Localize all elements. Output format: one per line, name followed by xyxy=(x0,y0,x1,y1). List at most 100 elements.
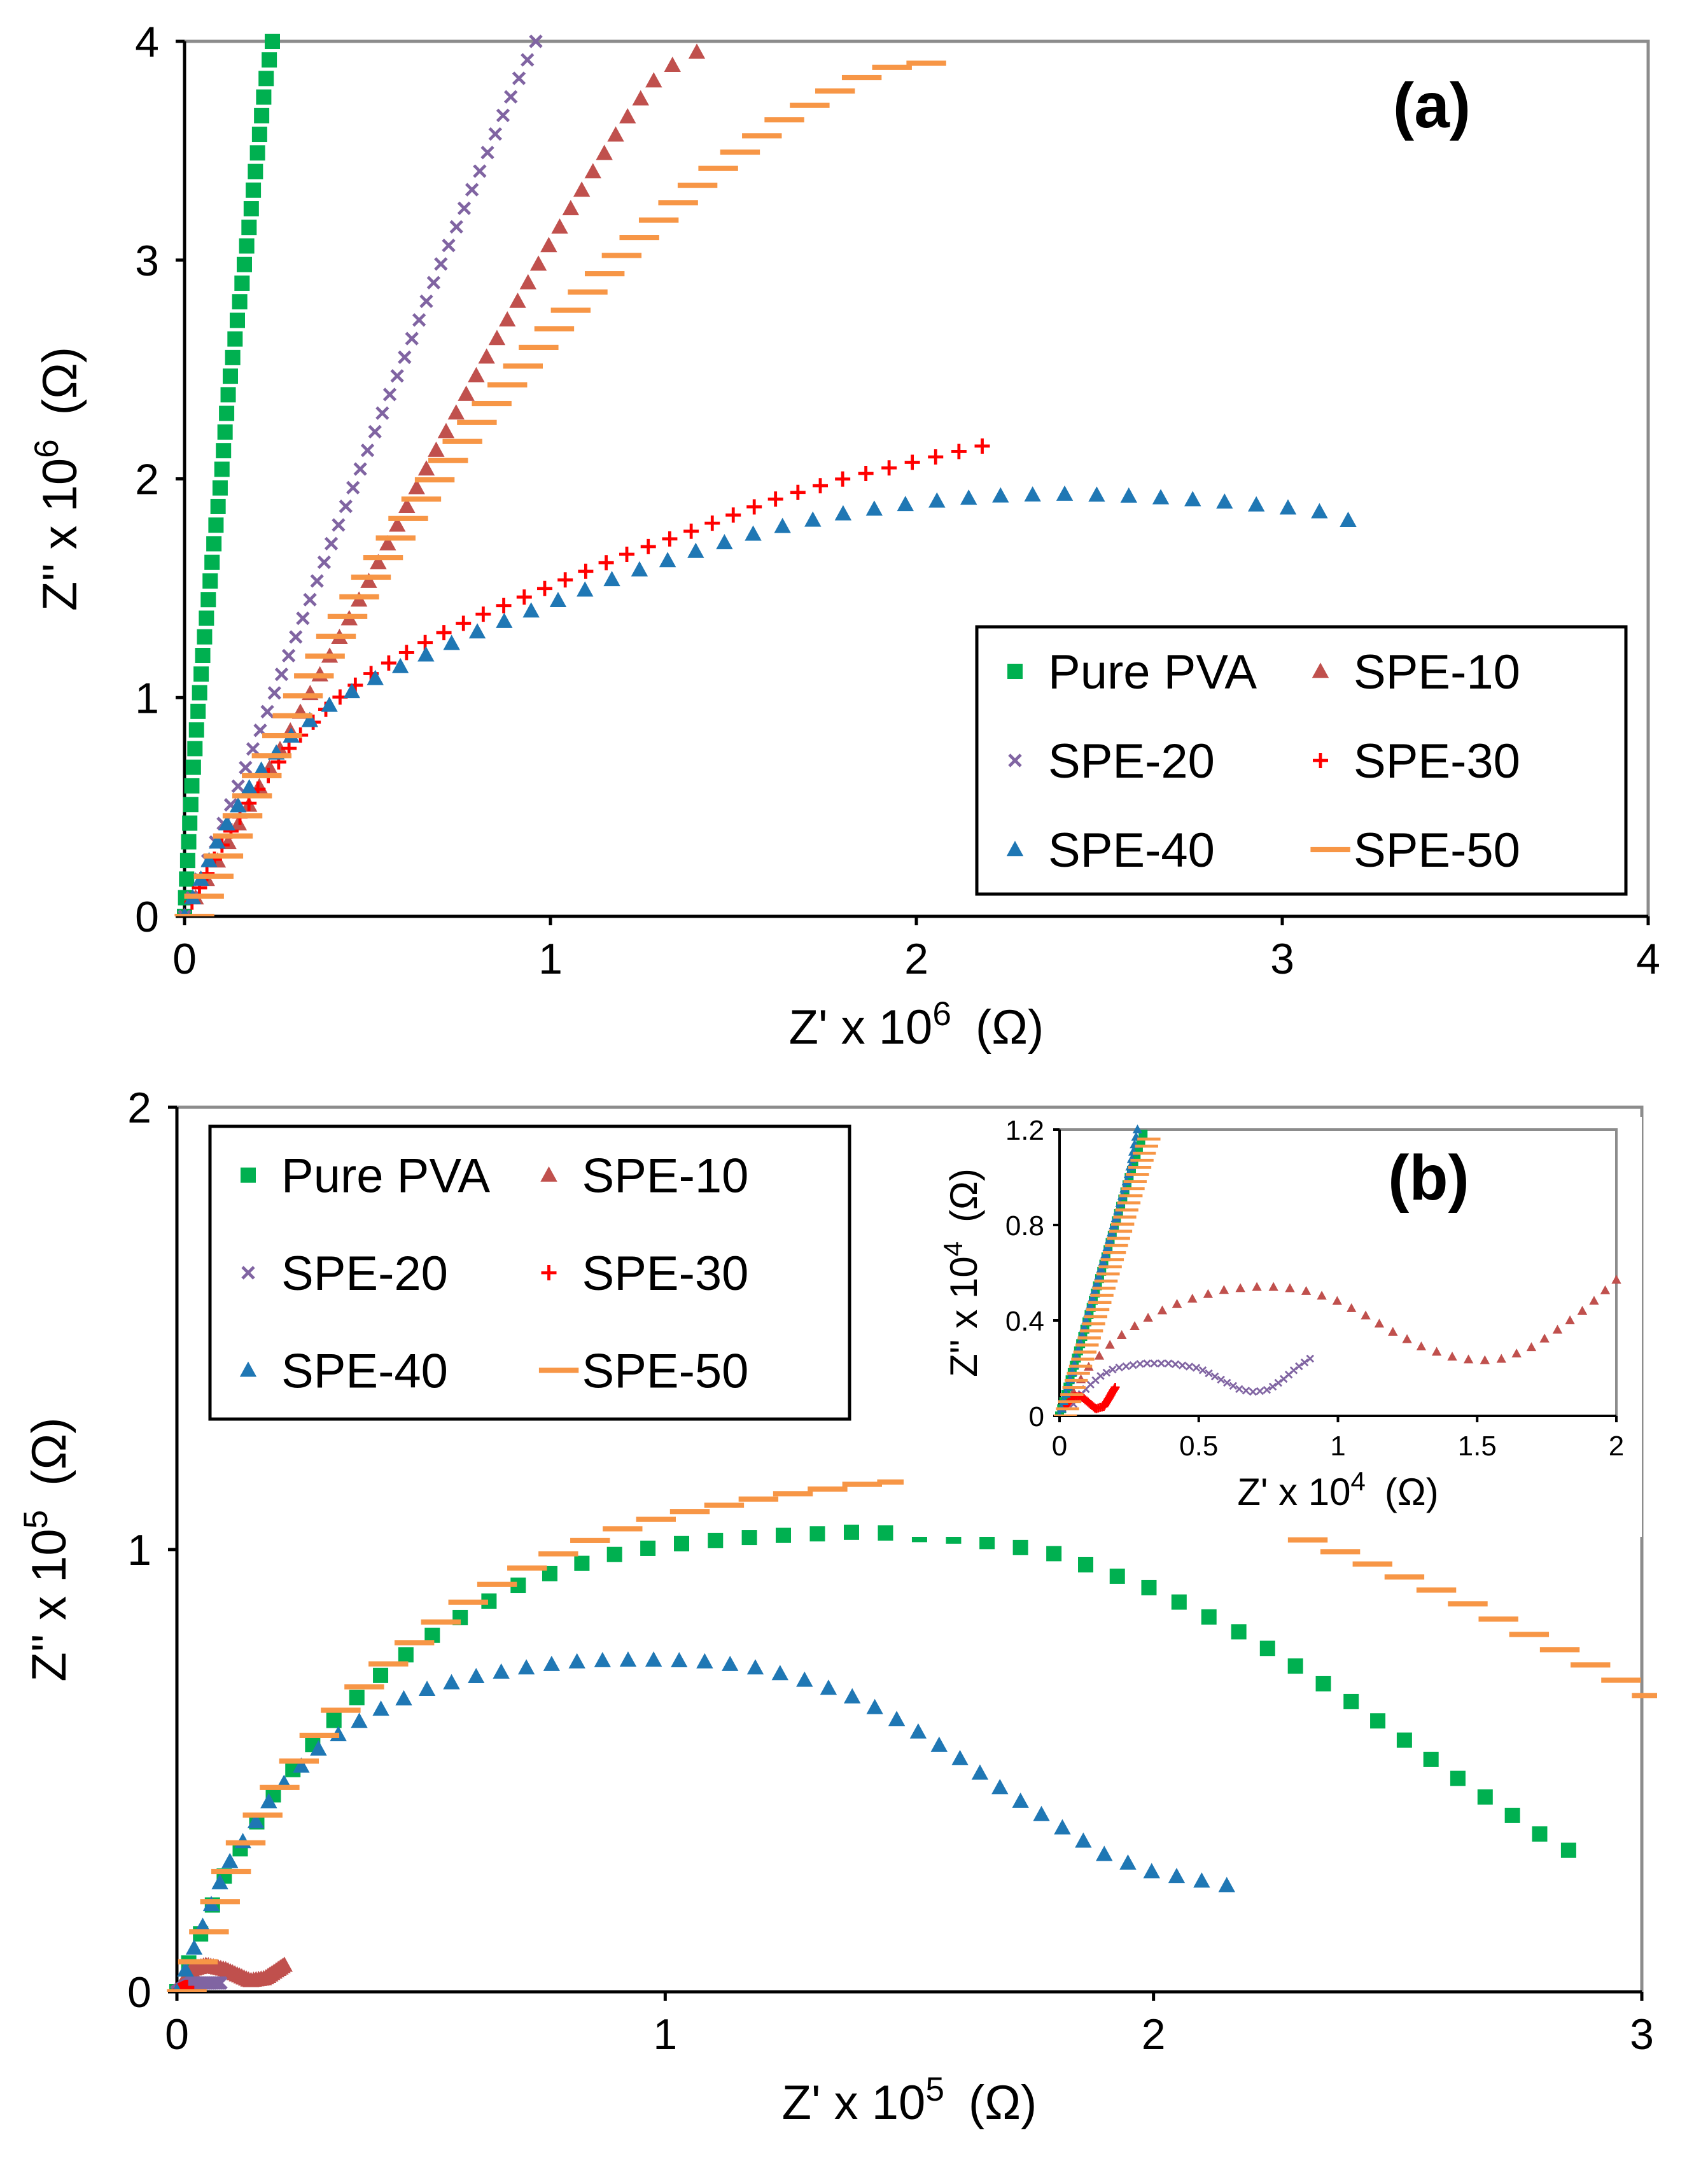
panel-a-point-spe-20 xyxy=(267,686,281,700)
inset-point-spe-20 xyxy=(1300,1358,1309,1367)
inset-point-spe-10 xyxy=(1157,1305,1168,1315)
panel-a-point-spe-10 xyxy=(645,72,662,88)
panel-a-y-tick-label: 3 xyxy=(135,237,159,285)
inset-point-spe-40 xyxy=(1098,1257,1109,1266)
panel-a-point-pure-pva xyxy=(219,405,235,421)
panel-a-y-tick-label: 4 xyxy=(135,18,159,66)
panel-a-x-tick-label: 0 xyxy=(172,935,197,983)
panel-a-legend-marker-spe-30 xyxy=(1313,753,1328,768)
inset-point-spe-50 xyxy=(1121,1187,1145,1191)
panel-b-x-tick-label: 3 xyxy=(1630,2010,1654,2059)
panel-b-point-pure-pva xyxy=(1504,1807,1520,1823)
panel-a-point-spe-50 xyxy=(906,60,946,66)
inset-point-spe-50 xyxy=(1115,1208,1138,1212)
panel-a-point-spe-10 xyxy=(398,498,416,514)
panel-a-series-spe-50 xyxy=(174,60,946,916)
panel-a-point-spe-30 xyxy=(974,438,990,454)
panel-b-point-spe-10 xyxy=(276,1956,293,1972)
panel-b-legend xyxy=(208,1124,851,1421)
panel-b-point-spe-40 xyxy=(1143,1863,1160,1879)
panel-a-point-spe-20 xyxy=(324,536,339,550)
panel-a-point-pure-pva xyxy=(225,349,241,365)
panel-a-point-pure-pva xyxy=(243,201,259,217)
panel-b-point-spe-40 xyxy=(372,1700,389,1716)
inset-point-spe-50 xyxy=(1107,1236,1130,1240)
panel-b-point-spe-40 xyxy=(418,1681,436,1697)
panel-b-point-spe-40 xyxy=(1119,1854,1137,1870)
panel-a-point-spe-20 xyxy=(473,164,487,178)
panel-a-point-spe-50 xyxy=(339,594,379,599)
panel-a-point-spe-50 xyxy=(388,515,428,521)
panel-a-point-spe-20 xyxy=(231,779,245,794)
inset-point-spe-20 xyxy=(1192,1364,1201,1372)
panel-b-point-spe-20 xyxy=(214,1976,228,1990)
panel-b-legend-label-spe-40: SPE-40 xyxy=(281,1344,448,1398)
inset-x-axis-title: Z' x 104 (Ω) xyxy=(1237,1466,1438,1514)
inset-y-tick-label: 0.8 xyxy=(1005,1210,1044,1242)
panel-a-point-spe-10 xyxy=(417,460,435,476)
inset-point-spe-10 xyxy=(1187,1293,1198,1303)
panel-b-point-spe-40 xyxy=(645,1651,662,1667)
panel-b-point-pure-pva xyxy=(843,1524,859,1540)
panel-a-point-spe-50 xyxy=(487,382,528,388)
panel-a-point-spe-10 xyxy=(619,108,636,123)
panel-a-point-spe-50 xyxy=(568,289,608,295)
inset-y-tick-label: 1.2 xyxy=(1005,1115,1044,1146)
inset-point-spe-20 xyxy=(1143,1359,1151,1368)
panel-b-point-spe-50 xyxy=(1509,1632,1550,1637)
panel-a-legend xyxy=(975,625,1628,896)
inset-point-spe-40 xyxy=(1083,1308,1093,1317)
panel-b-point-spe-50 xyxy=(1384,1574,1425,1580)
panel-a-point-spe-20 xyxy=(296,611,310,626)
panel-a-point-spe-50 xyxy=(601,253,642,258)
inset-point-spe-50 xyxy=(1065,1378,1088,1382)
panel-a-point-spe-40 xyxy=(1216,493,1233,509)
panel-b-point-spe-50 xyxy=(211,1868,251,1875)
panel-a-point-spe-50 xyxy=(764,117,804,123)
panel-b-point-spe-50 xyxy=(167,1989,207,1992)
panel-b-point-spe-40 xyxy=(260,1793,277,1809)
panel-a-point-spe-30 xyxy=(683,523,699,539)
panel-a-point-spe-50 xyxy=(222,813,263,819)
inset-point-spe-50 xyxy=(1113,1215,1137,1219)
panel-a-point-spe-30 xyxy=(662,531,678,547)
panel-a-point-pure-pva xyxy=(182,815,198,831)
panel-a-point-spe-10 xyxy=(596,144,613,160)
inset-point-spe-20 xyxy=(1185,1362,1194,1371)
panel-a-y-tick-label: 1 xyxy=(135,674,159,722)
panel-b-y-axis-title: Z'' x 105(Ω) xyxy=(17,1417,77,1681)
panel-a-point-spe-40 xyxy=(1056,485,1074,501)
panel-a-x-tick-label: 3 xyxy=(1270,935,1294,983)
panel-a-point-pure-pva xyxy=(232,294,248,310)
panel-a-point-spe-20 xyxy=(368,424,382,439)
inset-point-spe-50 xyxy=(1109,1229,1133,1233)
panel-a-point-spe-20 xyxy=(239,760,253,774)
inset-point-spe-10 xyxy=(1480,1355,1490,1364)
inset-point-spe-40 xyxy=(1096,1264,1106,1273)
panel-b-point-spe-50 xyxy=(1632,1693,1657,1698)
inset-point-spe-50 xyxy=(1090,1294,1114,1297)
inset-point-spe-20 xyxy=(1242,1387,1250,1395)
panel-a-point-spe-40 xyxy=(577,581,594,597)
panel-a-point-spe-50 xyxy=(213,833,253,839)
panel-a-legend-marker-pure-pva xyxy=(1007,664,1023,679)
panel-a-point-spe-50 xyxy=(790,102,830,108)
panel-b-point-spe-40 xyxy=(443,1674,460,1690)
inset-point-spe-20 xyxy=(1157,1359,1166,1368)
panel-b-point-spe-40 xyxy=(1075,1832,1092,1848)
inset-point-spe-10 xyxy=(1600,1285,1611,1294)
panel-b-point-spe-50 xyxy=(773,1491,813,1497)
panel-a-label: (a) xyxy=(1393,70,1471,141)
panel-a-point-spe-20 xyxy=(178,909,192,916)
inset-point-spe-10 xyxy=(1526,1342,1537,1352)
panel-a-legend-marker-spe-20 xyxy=(1008,753,1022,767)
panel-a-point-pure-pva xyxy=(248,164,263,179)
panel-a-point-spe-40 xyxy=(1024,486,1041,502)
panel-a-point-pure-pva xyxy=(265,34,280,49)
panel-a-point-spe-40 xyxy=(659,552,676,568)
panel-b-legend-marker-pure-pva xyxy=(241,1167,256,1183)
inset-point-spe-20 xyxy=(1223,1378,1231,1387)
inset-series-spe-20 xyxy=(1069,1354,1314,1408)
panel-b-point-spe-50 xyxy=(1539,1647,1580,1653)
panel-a-point-spe-10 xyxy=(379,535,396,550)
